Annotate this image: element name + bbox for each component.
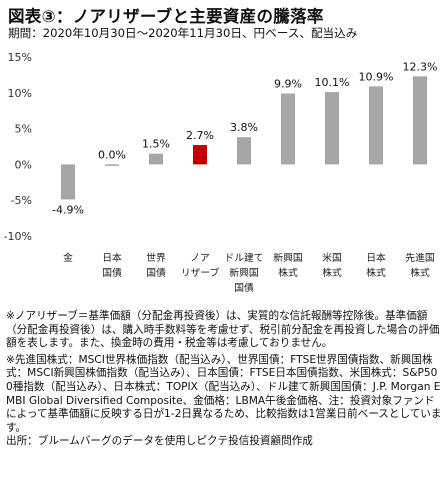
footnotes: ※ノアリザーブ＝基準価額（分配金再投資後）は、実質的な信託報酬等控除後。基準価額… (6, 310, 444, 449)
bar (369, 86, 383, 165)
data-label: 2.7% (186, 129, 214, 142)
y-tick-label: 5% (15, 123, 32, 136)
category-label: 世界 (146, 252, 166, 264)
y-axis: 15% 10% 5% 0% -5% -10% (4, 51, 32, 243)
category-label: 先進国 (405, 252, 434, 264)
category-label: 株式 (322, 266, 342, 279)
data-labels: -4.9% 0.0% 1.5% 2.7% 3.8% 9.9% 10.1% 10.9% 12.3% (52, 60, 437, 216)
footnote-indices: ※先進国株式：MSCI世界株価指数（配当込み）、世界国債：FTSE世界国債指数、… (6, 353, 442, 434)
category-label: 株式 (366, 266, 386, 279)
data-label: 9.9% (274, 78, 302, 91)
category-labels: 金日本国債世界国債ノアリザーブドル建て新興国国債新興国株式米国株式日本株式先進国… (63, 251, 435, 294)
category-label: 株式 (410, 266, 430, 279)
y-tick-label: 15% (8, 51, 32, 64)
bar (193, 145, 207, 165)
bar-chart: 15% 10% 5% 0% -5% -10% -4.9% 0.0% 1.5% 2.7% 3.8% 9… (4, 51, 438, 294)
category-label: 金 (63, 251, 73, 264)
category-label: 日本 (366, 251, 386, 264)
y-tick-label: 0% (15, 158, 32, 171)
data-label: 3.8% (230, 121, 258, 134)
category-label: リザーブ (181, 266, 220, 279)
bar (325, 92, 339, 165)
footnote-noah-reserve: ※ノアリザーブ＝基準価額（分配金再投資後）は、実質的な信託報酬等控除後。基準価額… (6, 310, 440, 350)
data-label: 10.1% (315, 76, 350, 89)
y-tick-label: 10% (8, 87, 32, 100)
bar (413, 76, 427, 165)
category-label: ノア (190, 253, 210, 264)
category-label: 株式 (278, 266, 298, 279)
data-label: 1.5% (142, 138, 170, 151)
data-label: 10.9% (359, 70, 394, 83)
category-label: ドル建て (224, 251, 263, 264)
bar (281, 93, 295, 165)
data-label: 12.3% (403, 60, 438, 73)
category-label: 国債 (102, 266, 122, 279)
category-label: 日本 (102, 251, 122, 264)
bar (105, 164, 119, 166)
category-label: 新興国 (229, 266, 258, 279)
y-tick-label: -10% (4, 230, 32, 243)
y-tick-label: -5% (11, 194, 32, 207)
category-label: 米国 (322, 251, 342, 264)
footnote-source: 出所：ブルームバーグのデータを使用しピクテ投信投資顧問作成 (6, 435, 313, 448)
data-label: 0.0% (98, 148, 126, 161)
data-label: -4.9% (52, 203, 84, 216)
bar (61, 164, 75, 200)
category-label: 新興国 (273, 251, 302, 264)
bar (237, 137, 251, 165)
bars (61, 76, 427, 200)
category-label: 国債 (234, 281, 254, 294)
category-label: 国債 (146, 266, 166, 279)
chart-subtitle: 期間：2020年10月30日～2020年11月30日、円ベース、配当込み (8, 26, 358, 40)
chart-title: 図表③：ノアリザーブと主要資産の騰落率 (8, 7, 324, 26)
bar (149, 153, 163, 165)
